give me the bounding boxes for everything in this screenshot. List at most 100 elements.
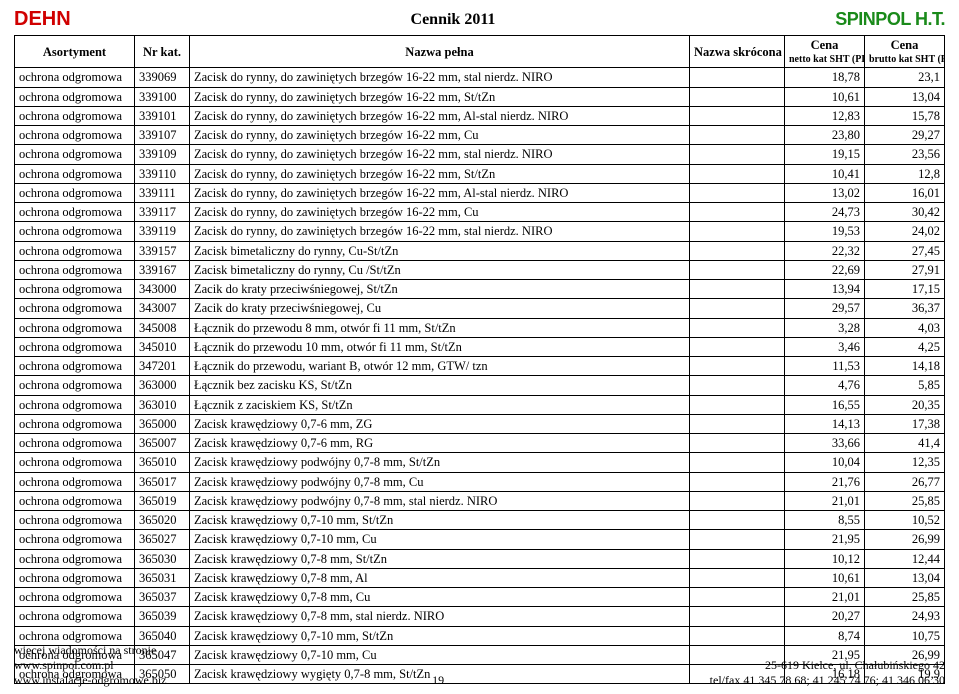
cell-nazwa-pelna: Zacisk krawędziowy podwójny 0,7-8 mm, St… [190, 453, 690, 472]
cell-cena-netto: 10,12 [785, 549, 865, 568]
top-bar: DEHN Cennik 2011 SPINPOL H.T. [14, 8, 945, 31]
table-row: ochrona odgromowa339157Zacisk bimetalicz… [15, 241, 945, 260]
cell-nazwa-pelna: Zacik do kraty przeciwśniegowej, Cu [190, 299, 690, 318]
cell-asortyment: ochrona odgromowa [15, 414, 135, 433]
cell-nazwa-pelna: Zacisk do rynny, do zawiniętych brzegów … [190, 145, 690, 164]
table-row: ochrona odgromowa347201Łącznik do przewo… [15, 357, 945, 376]
cell-asortyment: ochrona odgromowa [15, 318, 135, 337]
table-row: ochrona odgromowa343007Zacik do kraty pr… [15, 299, 945, 318]
table-row: ochrona odgromowa339110Zacisk do rynny, … [15, 164, 945, 183]
cell-nazwa-pelna: Zacisk bimetaliczny do rynny, Cu /St/tZn [190, 260, 690, 279]
cell-nazwa-pelna: Zacisk do rynny, do zawiniętych brzegów … [190, 164, 690, 183]
cell-nr-kat: 365007 [135, 434, 190, 453]
cell-cena-brutto: 25,85 [865, 588, 945, 607]
cell-nazwa-skrocona [690, 222, 785, 241]
cell-cena-brutto: 20,35 [865, 395, 945, 414]
cell-asortyment: ochrona odgromowa [15, 87, 135, 106]
cell-nazwa-pelna: Zacisk krawędziowy 0,7-6 mm, RG [190, 434, 690, 453]
cell-nr-kat: 347201 [135, 357, 190, 376]
cell-cena-netto: 23,80 [785, 126, 865, 145]
cell-asortyment: ochrona odgromowa [15, 549, 135, 568]
cell-nazwa-skrocona [690, 260, 785, 279]
cell-asortyment: ochrona odgromowa [15, 434, 135, 453]
table-row: ochrona odgromowa339109Zacisk do rynny, … [15, 145, 945, 164]
cell-nr-kat: 339111 [135, 183, 190, 202]
cena-brutto-label: Cena [891, 38, 919, 52]
cell-nazwa-skrocona [690, 203, 785, 222]
cell-nazwa-skrocona [690, 607, 785, 626]
table-row: ochrona odgromowa339100Zacisk do rynny, … [15, 87, 945, 106]
cell-cena-netto: 10,04 [785, 453, 865, 472]
cena-brutto-sub: brutto kat SHT (PLN) [869, 53, 940, 66]
cell-cena-netto: 14,13 [785, 414, 865, 433]
cell-cena-brutto: 23,56 [865, 145, 945, 164]
cena-netto-sub: netto kat SHT (PLN) [789, 53, 860, 66]
cell-asortyment: ochrona odgromowa [15, 357, 135, 376]
cell-cena-brutto: 17,15 [865, 280, 945, 299]
cell-nazwa-pelna: Zacisk krawędziowy 0,7-8 mm, Al [190, 568, 690, 587]
cell-asortyment: ochrona odgromowa [15, 203, 135, 222]
col-nazwa-skrocona: Nazwa skrócona [690, 36, 785, 68]
cell-asortyment: ochrona odgromowa [15, 337, 135, 356]
cell-cena-brutto: 13,04 [865, 568, 945, 587]
cell-nazwa-pelna: Zacisk krawędziowy 0,7-8 mm, Cu [190, 588, 690, 607]
cell-nazwa-skrocona [690, 491, 785, 510]
cell-cena-brutto: 14,18 [865, 357, 945, 376]
cell-asortyment: ochrona odgromowa [15, 299, 135, 318]
cell-cena-netto: 21,01 [785, 588, 865, 607]
col-asortyment: Asortyment [15, 36, 135, 68]
cell-nazwa-skrocona [690, 183, 785, 202]
table-row: ochrona odgromowa365031Zacisk krawędziow… [15, 568, 945, 587]
cell-cena-brutto: 26,99 [865, 530, 945, 549]
cell-cena-netto: 10,61 [785, 568, 865, 587]
cell-cena-brutto: 29,27 [865, 126, 945, 145]
col-cena-brutto: Cena brutto kat SHT (PLN) [865, 36, 945, 68]
cell-cena-netto: 21,95 [785, 530, 865, 549]
cell-nazwa-skrocona [690, 530, 785, 549]
cell-cena-brutto: 12,35 [865, 453, 945, 472]
cell-nr-kat: 339117 [135, 203, 190, 222]
cell-asortyment: ochrona odgromowa [15, 511, 135, 530]
cell-nr-kat: 365027 [135, 530, 190, 549]
cell-cena-netto: 10,41 [785, 164, 865, 183]
cell-nazwa-pelna: Zacisk do rynny, do zawiniętych brzegów … [190, 222, 690, 241]
cell-asortyment: ochrona odgromowa [15, 222, 135, 241]
cell-nazwa-skrocona [690, 87, 785, 106]
cell-nr-kat: 339167 [135, 260, 190, 279]
footer-right: 25-619 Kielce, ul. Chałubińskiego 42 tel… [710, 658, 945, 688]
cell-cena-netto: 3,28 [785, 318, 865, 337]
table-row: ochrona odgromowa339167Zacisk bimetalicz… [15, 260, 945, 279]
cell-nazwa-skrocona [690, 511, 785, 530]
cell-nazwa-skrocona [690, 453, 785, 472]
cell-nazwa-skrocona [690, 549, 785, 568]
cell-nazwa-skrocona [690, 145, 785, 164]
cell-nazwa-pelna: Zacisk krawędziowy 0,7-8 mm, stal nierdz… [190, 607, 690, 626]
cell-asortyment: ochrona odgromowa [15, 491, 135, 510]
cell-asortyment: ochrona odgromowa [15, 568, 135, 587]
cell-nazwa-pelna: Zacisk krawędziowy 0,7-6 mm, ZG [190, 414, 690, 433]
cell-nazwa-pelna: Zacisk do rynny, do zawiniętych brzegów … [190, 106, 690, 125]
cell-nazwa-skrocona [690, 357, 785, 376]
table-row: ochrona odgromowa339117Zacisk do rynny, … [15, 203, 945, 222]
cell-cena-brutto: 30,42 [865, 203, 945, 222]
cell-cena-netto: 16,55 [785, 395, 865, 414]
cell-nr-kat: 365031 [135, 568, 190, 587]
cell-asortyment: ochrona odgromowa [15, 126, 135, 145]
cell-nazwa-pelna: Zacisk bimetaliczny do rynny, Cu-St/tZn [190, 241, 690, 260]
cell-asortyment: ochrona odgromowa [15, 241, 135, 260]
cell-nr-kat: 339157 [135, 241, 190, 260]
cell-cena-brutto: 36,37 [865, 299, 945, 318]
footer-more-info: więcej wiadomości na stronie [14, 643, 167, 658]
cell-nazwa-pelna: Zacisk krawędziowy 0,7-8 mm, St/tZn [190, 549, 690, 568]
footer: więcej wiadomości na stronie www.spinpol… [14, 643, 945, 688]
cell-nazwa-skrocona [690, 414, 785, 433]
cell-asortyment: ochrona odgromowa [15, 280, 135, 299]
cell-nazwa-skrocona [690, 472, 785, 491]
table-row: ochrona odgromowa339111Zacisk do rynny, … [15, 183, 945, 202]
table-header-row: Asortyment Nr kat. Nazwa pełna Nazwa skr… [15, 36, 945, 68]
table-row: ochrona odgromowa365017Zacisk krawędziow… [15, 472, 945, 491]
cell-nazwa-pelna: Łącznik z zaciskiem KS, St/tZn [190, 395, 690, 414]
table-row: ochrona odgromowa339119Zacisk do rynny, … [15, 222, 945, 241]
page-title: Cennik 2011 [71, 11, 836, 29]
cell-asortyment: ochrona odgromowa [15, 472, 135, 491]
